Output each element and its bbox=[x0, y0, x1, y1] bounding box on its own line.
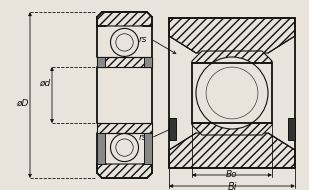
Text: ød: ød bbox=[39, 78, 50, 88]
Bar bbox=[288, 118, 295, 140]
Text: Bi: Bi bbox=[227, 182, 237, 190]
Text: øD: øD bbox=[16, 98, 28, 108]
Polygon shape bbox=[97, 133, 105, 164]
Polygon shape bbox=[97, 57, 105, 67]
Text: Bo: Bo bbox=[226, 170, 238, 179]
Polygon shape bbox=[97, 57, 152, 67]
Circle shape bbox=[196, 57, 268, 129]
Polygon shape bbox=[169, 133, 295, 168]
Polygon shape bbox=[192, 51, 272, 63]
Bar bbox=[97, 26, 152, 164]
Text: rs: rs bbox=[138, 35, 147, 44]
Circle shape bbox=[111, 134, 138, 162]
Circle shape bbox=[111, 28, 138, 56]
Bar bbox=[169, 118, 176, 140]
Text: rs: rs bbox=[138, 134, 147, 142]
Polygon shape bbox=[169, 18, 295, 53]
Circle shape bbox=[116, 34, 133, 51]
Polygon shape bbox=[97, 164, 152, 178]
Circle shape bbox=[116, 139, 133, 156]
Circle shape bbox=[206, 67, 258, 119]
Polygon shape bbox=[144, 57, 152, 67]
Polygon shape bbox=[97, 12, 152, 26]
Polygon shape bbox=[192, 123, 272, 135]
Polygon shape bbox=[97, 123, 152, 133]
Polygon shape bbox=[144, 133, 152, 164]
